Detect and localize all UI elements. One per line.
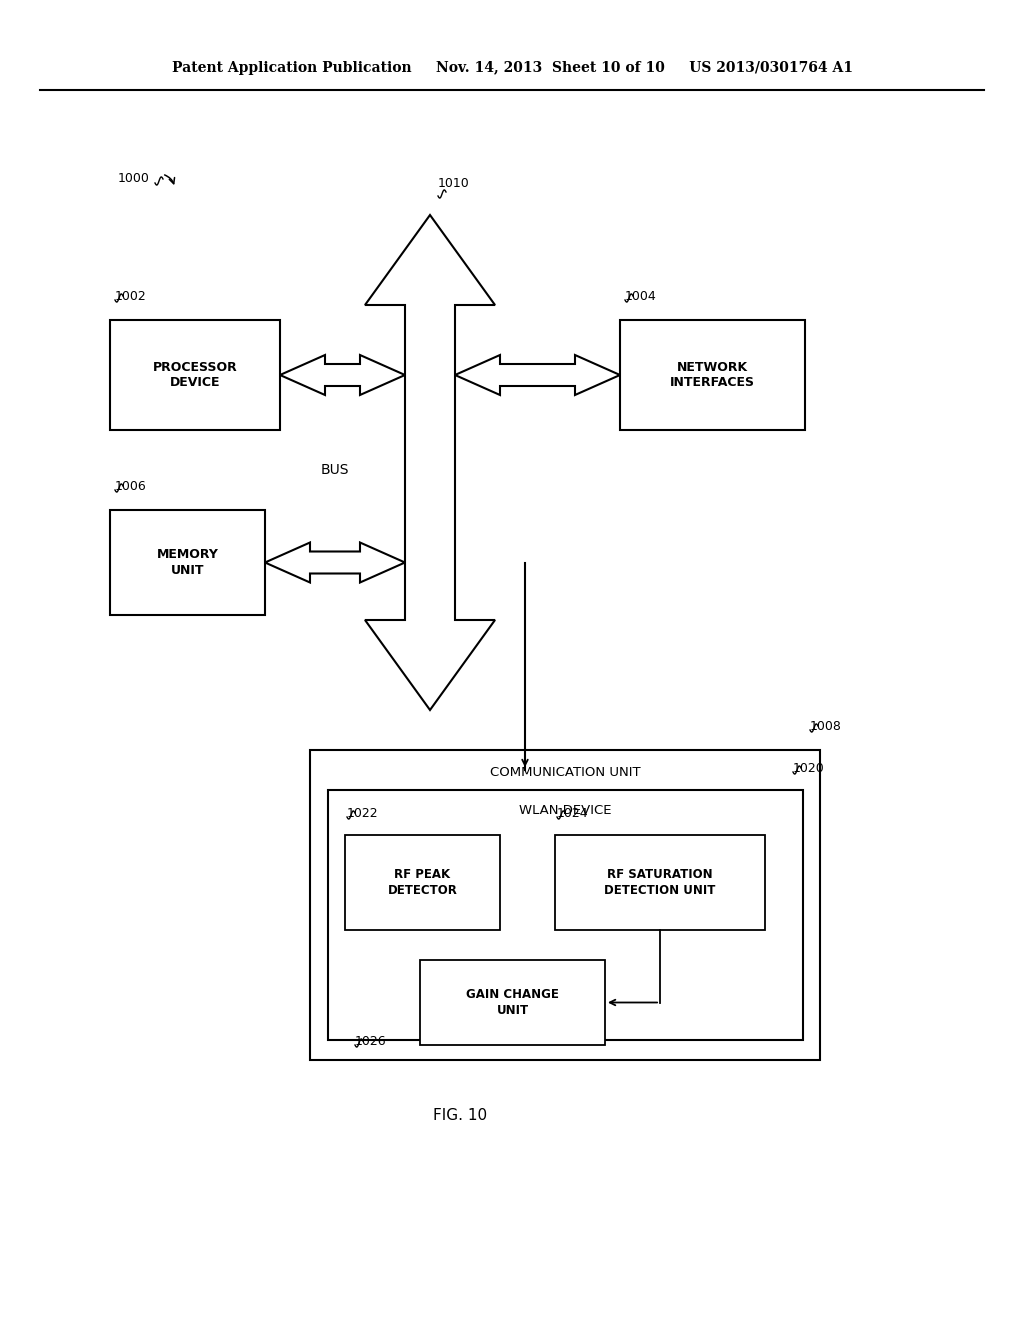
Text: Patent Application Publication     Nov. 14, 2013  Sheet 10 of 10     US 2013/030: Patent Application Publication Nov. 14, … [171,61,853,75]
Bar [420,960,605,1045]
Text: 1000: 1000 [118,172,150,185]
Bar [110,510,265,615]
Polygon shape [365,215,495,710]
Bar [110,319,280,430]
Text: 1022: 1022 [347,807,379,820]
Bar [328,789,803,1040]
Text: 1002: 1002 [115,290,146,304]
Text: 1010: 1010 [438,177,470,190]
Text: NETWORK
INTERFACES: NETWORK INTERFACES [670,360,755,389]
Text: GAIN CHANGE
UNIT: GAIN CHANGE UNIT [466,989,559,1016]
Text: 1004: 1004 [625,290,656,304]
Polygon shape [265,543,406,582]
Text: COMMUNICATION UNIT: COMMUNICATION UNIT [489,766,640,779]
Bar [555,836,765,931]
Text: RF PEAK
DETECTOR: RF PEAK DETECTOR [387,869,458,896]
Text: 1020: 1020 [793,762,824,775]
Text: WLAN DEVICE: WLAN DEVICE [519,804,611,817]
Text: RF SATURATION
DETECTION UNIT: RF SATURATION DETECTION UNIT [604,869,716,896]
Text: PROCESSOR
DEVICE: PROCESSOR DEVICE [153,360,238,389]
Text: FIG. 10: FIG. 10 [433,1107,487,1122]
Text: 1006: 1006 [115,480,146,492]
Bar [620,319,805,430]
Polygon shape [455,355,620,395]
Text: MEMORY
UNIT: MEMORY UNIT [157,549,218,577]
Polygon shape [280,355,406,395]
Text: BUS: BUS [321,463,349,477]
Bar [345,836,500,931]
Bar [310,750,820,1060]
Text: 1008: 1008 [810,719,842,733]
Text: 1026: 1026 [355,1035,387,1048]
Text: 1024: 1024 [557,807,589,820]
